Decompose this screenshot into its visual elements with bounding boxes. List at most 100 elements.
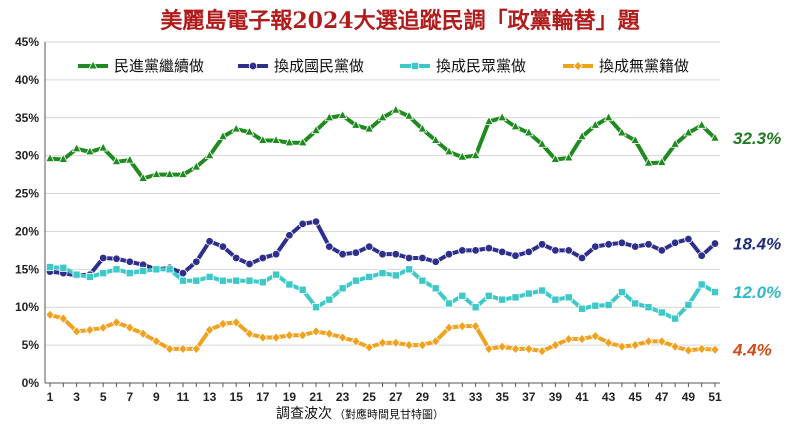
data-point bbox=[206, 273, 213, 280]
data-point bbox=[499, 296, 506, 303]
data-point bbox=[418, 340, 426, 349]
data-point bbox=[525, 290, 532, 297]
data-point bbox=[312, 304, 319, 311]
data-point bbox=[285, 331, 293, 340]
data-point bbox=[326, 243, 334, 251]
y-tick-label: 15% bbox=[15, 262, 39, 276]
data-point bbox=[73, 271, 80, 278]
data-point bbox=[592, 302, 599, 309]
data-point bbox=[632, 300, 639, 307]
x-tick-label: 31 bbox=[442, 390, 456, 404]
series-4: 4.4% bbox=[46, 310, 772, 360]
data-point bbox=[86, 273, 93, 280]
x-tick-label: 19 bbox=[283, 390, 297, 404]
data-point bbox=[179, 277, 186, 284]
data-point bbox=[472, 304, 479, 311]
y-tick-label: 30% bbox=[15, 149, 39, 163]
data-point bbox=[299, 286, 306, 293]
x-axis-label: 調查波次 bbox=[276, 406, 332, 422]
data-point bbox=[604, 113, 612, 121]
x-tick-label: 41 bbox=[575, 390, 589, 404]
y-tick-label: 5% bbox=[22, 338, 40, 352]
legend-label: 換成國民黨做 bbox=[274, 57, 364, 75]
data-point bbox=[273, 271, 280, 278]
data-point bbox=[392, 272, 399, 279]
data-point bbox=[379, 270, 386, 277]
end-value-label: 32.3% bbox=[733, 129, 781, 148]
data-point bbox=[645, 304, 652, 311]
x-tick-label: 11 bbox=[177, 390, 190, 404]
x-tick-label: 15 bbox=[230, 390, 244, 404]
x-tick-label: 25 bbox=[363, 390, 377, 404]
legend-item-2: 換成國民黨做 bbox=[238, 57, 364, 75]
data-point bbox=[339, 285, 346, 292]
data-point bbox=[46, 310, 54, 319]
grid bbox=[45, 42, 720, 383]
data-point bbox=[60, 264, 67, 271]
data-point bbox=[631, 340, 639, 349]
data-point bbox=[338, 333, 346, 342]
data-point bbox=[166, 266, 173, 273]
data-point bbox=[392, 250, 400, 258]
data-point bbox=[419, 277, 426, 284]
x-tick-label: 37 bbox=[522, 390, 536, 404]
data-point bbox=[246, 277, 253, 284]
data-point bbox=[219, 277, 226, 284]
data-point bbox=[685, 235, 693, 243]
data-point bbox=[458, 321, 466, 330]
data-point bbox=[565, 294, 572, 301]
legend-label: 民進黨繼續做 bbox=[114, 57, 204, 75]
x-tick-label: 13 bbox=[203, 390, 217, 404]
data-point bbox=[578, 334, 586, 343]
data-point bbox=[366, 273, 373, 280]
y-tick-label: 40% bbox=[15, 73, 39, 87]
data-point bbox=[539, 287, 546, 294]
data-point bbox=[552, 247, 560, 255]
x-tick-label: 5 bbox=[100, 390, 107, 404]
data-point bbox=[645, 241, 653, 249]
data-point bbox=[352, 277, 359, 284]
data-point bbox=[406, 266, 413, 273]
data-point bbox=[512, 294, 519, 301]
data-point bbox=[485, 244, 493, 252]
data-point bbox=[605, 241, 613, 249]
data-point bbox=[658, 247, 666, 255]
data-point bbox=[485, 292, 492, 299]
data-point bbox=[312, 218, 320, 226]
data-point bbox=[100, 270, 107, 277]
data-point bbox=[140, 267, 147, 274]
data-point bbox=[631, 243, 639, 251]
x-tick-label: 33 bbox=[469, 390, 483, 404]
y-tick-label: 10% bbox=[15, 300, 39, 314]
data-point bbox=[698, 120, 706, 128]
data-point bbox=[378, 338, 386, 347]
x-tick-label: 1 bbox=[47, 390, 54, 404]
data-point bbox=[113, 255, 121, 263]
data-point bbox=[272, 333, 280, 342]
x-tick-label: 29 bbox=[416, 390, 430, 404]
legend-marker bbox=[574, 61, 582, 70]
x-tick-label: 9 bbox=[153, 390, 160, 404]
data-point bbox=[432, 285, 439, 292]
data-point bbox=[445, 300, 452, 307]
data-point bbox=[592, 243, 600, 251]
data-point bbox=[618, 239, 626, 247]
data-point bbox=[578, 305, 585, 312]
data-point bbox=[126, 258, 134, 266]
x-tick-label: 49 bbox=[682, 390, 696, 404]
data-point bbox=[685, 301, 692, 308]
chart-title: 美麗島電子報2024大選追蹤民調「政黨輪替」題 bbox=[160, 8, 640, 34]
series-layer: 32.3%18.4%12.0%4.4% bbox=[46, 105, 781, 359]
data-point bbox=[219, 243, 227, 251]
data-point bbox=[684, 346, 692, 355]
data-point bbox=[193, 277, 200, 284]
end-value-label: 12.0% bbox=[733, 283, 781, 302]
data-point bbox=[432, 258, 440, 266]
data-point bbox=[259, 333, 267, 342]
data-point bbox=[325, 329, 333, 338]
data-point bbox=[286, 281, 293, 288]
legend-marker bbox=[411, 62, 418, 69]
legend-label: 換成民眾黨做 bbox=[436, 57, 526, 75]
data-point bbox=[671, 239, 679, 247]
legend-label: 換成無黨籍做 bbox=[599, 57, 689, 75]
